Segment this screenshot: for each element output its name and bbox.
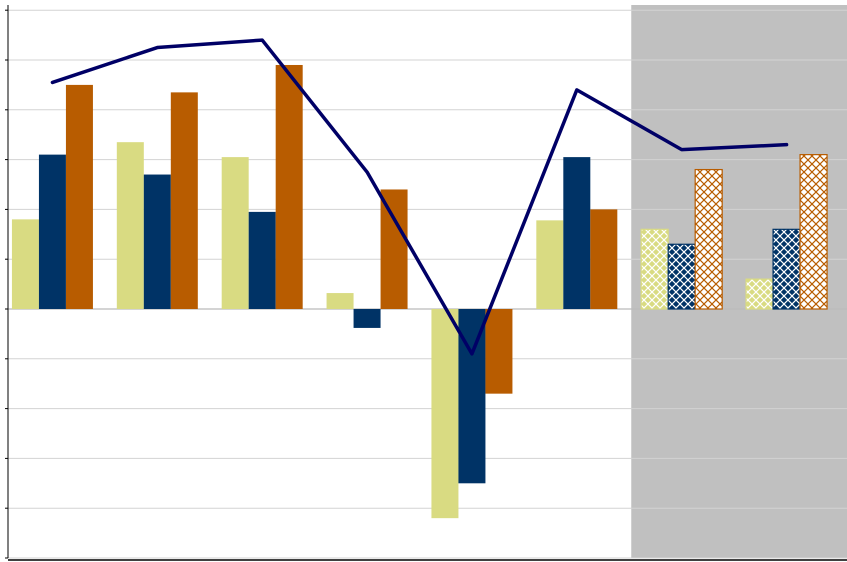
bar-series-3 — [799, 154, 828, 310]
bar-series-3 — [485, 309, 513, 394]
bar-series-2 — [563, 157, 591, 309]
bar-series-1 — [745, 278, 774, 310]
bar-series-1 — [431, 309, 459, 519]
bar-series-2 — [248, 211, 276, 309]
line-series-path — [50, 38, 789, 356]
bar-series-3 — [65, 84, 93, 310]
bar-series-2 — [772, 228, 801, 310]
axes — [5, 5, 847, 561]
bar-series-3 — [275, 64, 303, 309]
bar-series-1 — [326, 293, 354, 309]
bar-series-1 — [640, 228, 669, 310]
bar-series-1 — [536, 220, 564, 309]
line-series — [50, 38, 789, 356]
bar-series-1 — [221, 157, 249, 309]
bar-series-2 — [353, 309, 381, 328]
bars — [11, 64, 828, 519]
bar-series-1 — [11, 219, 39, 309]
bar-series-2 — [667, 243, 696, 310]
bar-series-3 — [590, 209, 618, 309]
bar-series-3 — [694, 168, 723, 310]
bar-series-2 — [143, 174, 171, 309]
bar-series-3 — [380, 189, 408, 309]
bar-series-2 — [38, 154, 66, 309]
bar-series-3 — [170, 92, 198, 310]
bar-series-1 — [116, 142, 144, 309]
